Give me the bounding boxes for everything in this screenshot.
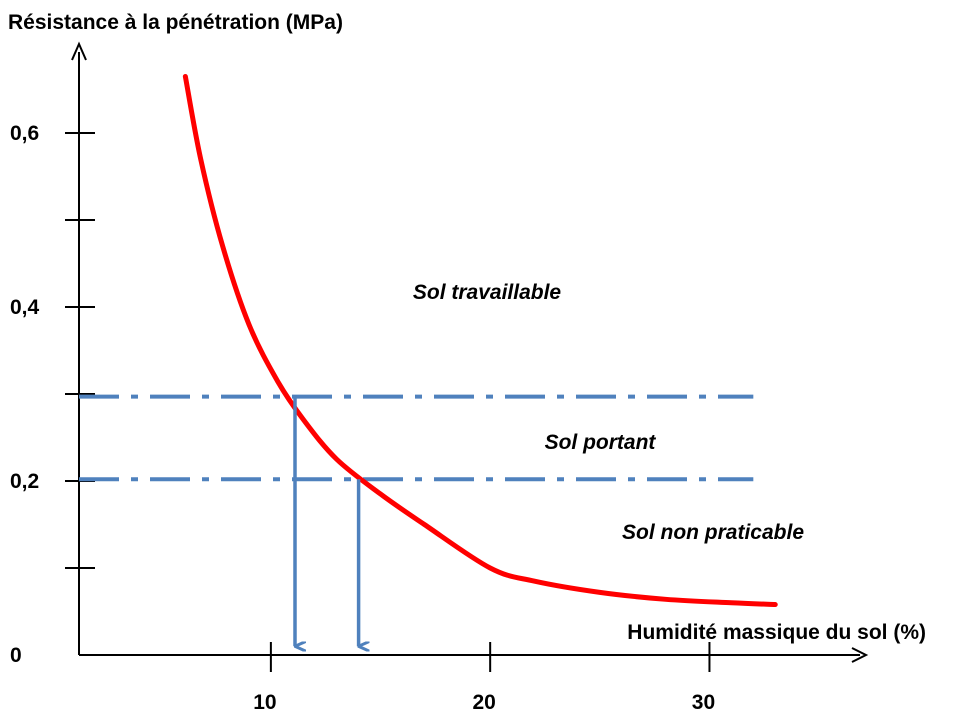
zone-label-sol-non-praticable: Sol non praticable [622, 521, 804, 544]
labels: Résistance à la pénétration (MPa) Humidi… [8, 11, 926, 644]
x-tick-label: 30 [692, 691, 715, 714]
series [182, 73, 778, 608]
y-axis-title: Résistance à la pénétration (MPa) [8, 11, 343, 34]
y-tick-label: 0,2 [10, 470, 39, 493]
x-axis-arrowhead [851, 647, 869, 663]
x-tick-label: 20 [472, 691, 495, 714]
zone-label-sol-portant: Sol portant [545, 431, 657, 454]
threshold-lines [79, 394, 754, 482]
resistance-curve [182, 73, 778, 608]
y-axis-arrowhead [71, 41, 87, 61]
y-tick-label: 0,4 [10, 296, 40, 319]
y-tick-label: 0,6 [10, 122, 39, 145]
zone-label-sol-travaillable: Sol travaillable [413, 281, 562, 304]
y-tick-label: 0 [10, 644, 22, 667]
drop-arrows [293, 396, 359, 647]
x-tick-label: 10 [253, 691, 276, 714]
axes: 0 0,2 0,4 0,6 10 20 30 [10, 41, 869, 714]
x-axis-title: Humidité massique du sol (%) [627, 621, 926, 644]
